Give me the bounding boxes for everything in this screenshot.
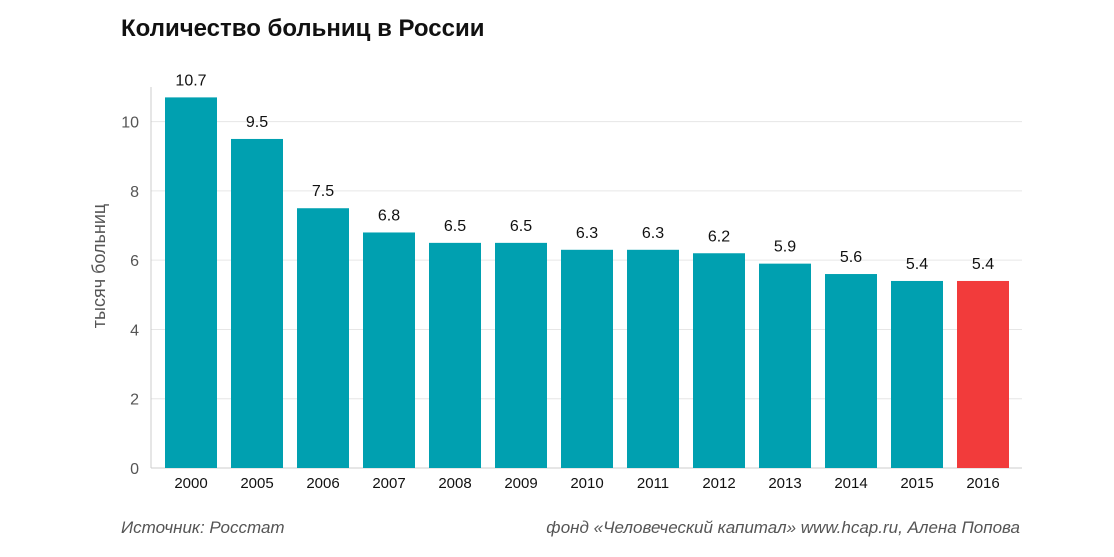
x-tick-label: 2015 <box>900 475 933 492</box>
x-tick-label: 2009 <box>504 475 537 492</box>
x-tick-label: 2006 <box>306 475 339 492</box>
data-label: 7.5 <box>312 183 334 200</box>
y-tick-label: 2 <box>130 392 139 409</box>
bar <box>165 97 217 469</box>
x-tick-label: 2000 <box>174 475 207 492</box>
x-tick-label: 2008 <box>438 475 471 492</box>
bar <box>231 138 283 469</box>
data-label: 5.9 <box>774 239 796 256</box>
y-tick-label: 0 <box>130 461 139 478</box>
credit-note: фонд «Человеческий капитал» www.hcap.ru,… <box>546 518 1020 537</box>
data-label: 6.2 <box>708 228 730 245</box>
source-note: Источник: Росстат <box>121 518 285 537</box>
chart-title: Количество больниц в России <box>121 15 485 42</box>
data-label: 5.4 <box>906 256 928 273</box>
bar <box>561 249 613 468</box>
y-tick-label: 8 <box>130 184 139 201</box>
x-tick-label: 2011 <box>637 475 669 492</box>
bar <box>297 208 349 468</box>
y-axis-label: тысяч больниц <box>89 204 109 328</box>
x-tick-label: 2007 <box>372 475 405 492</box>
bars <box>165 97 1009 469</box>
data-label: 6.5 <box>510 218 532 235</box>
bar <box>363 232 415 468</box>
x-tick-label: 2010 <box>570 475 603 492</box>
bar <box>825 274 877 468</box>
bar <box>693 253 745 468</box>
bar <box>627 249 679 468</box>
data-label: 10.7 <box>175 72 206 89</box>
bar <box>759 263 811 468</box>
x-tick-label: 2012 <box>702 475 735 492</box>
bar <box>891 280 943 468</box>
data-labels: 10.7 9.5 7.5 6.8 6.5 6.5 6.3 6.3 6.2 5.9 5.6 5.4 5.4 <box>175 72 994 273</box>
data-label: 6.8 <box>378 207 400 224</box>
data-label: 6.3 <box>642 225 664 242</box>
data-label: 6.5 <box>444 218 466 235</box>
x-tick-label: 2013 <box>768 475 801 492</box>
y-tick-label: 4 <box>130 322 139 339</box>
bar <box>495 242 547 468</box>
y-tick-label: 6 <box>130 253 139 270</box>
data-label: 5.6 <box>840 249 862 266</box>
x-tick-label: 2014 <box>834 475 867 492</box>
x-tick-label: 2005 <box>240 475 273 492</box>
bar <box>957 280 1009 468</box>
y-tick-label: 10 <box>121 115 139 132</box>
x-tick-label: 2016 <box>966 475 999 492</box>
data-label: 9.5 <box>246 114 268 131</box>
bar <box>429 242 481 468</box>
data-label: 6.3 <box>576 225 598 242</box>
data-label: 5.4 <box>972 256 994 273</box>
